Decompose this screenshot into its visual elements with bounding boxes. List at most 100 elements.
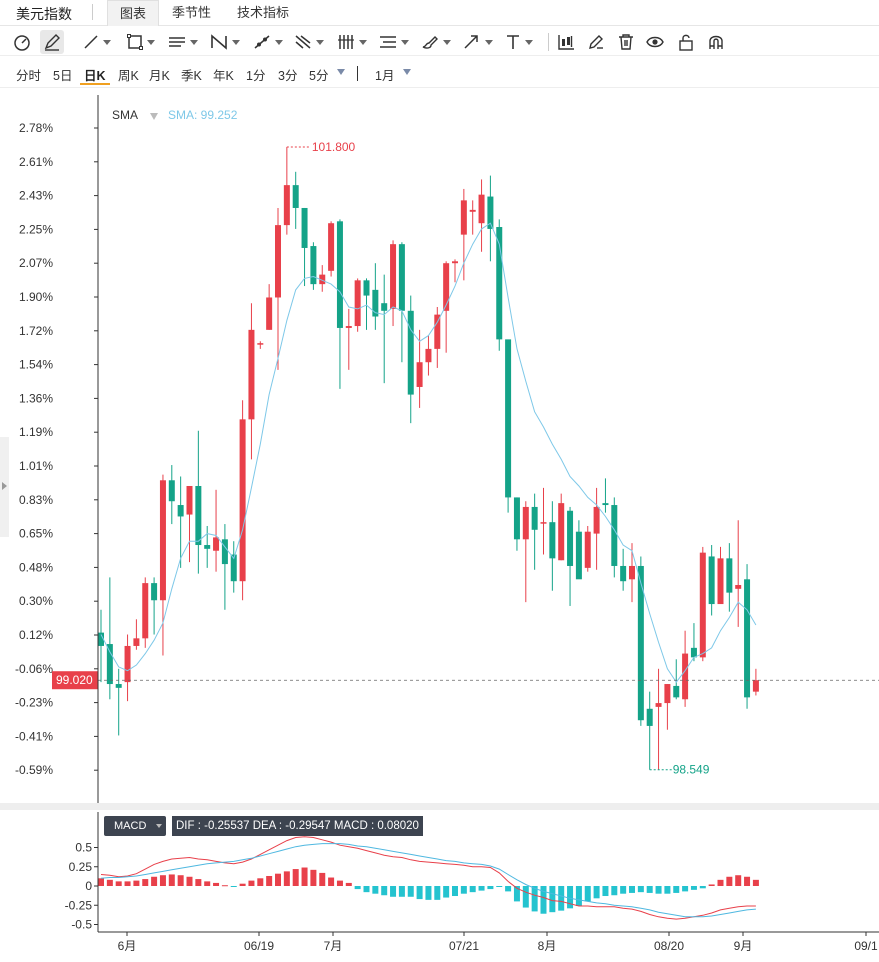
period-yearly[interactable]: 年K bbox=[213, 69, 234, 83]
pattern-icon[interactable] bbox=[209, 30, 240, 54]
y-tick-label: 1.72% bbox=[19, 324, 53, 338]
period-timeshare[interactable]: 分时 bbox=[16, 69, 42, 83]
pane-separator bbox=[0, 803, 879, 810]
macd-selector[interactable]: MACD bbox=[104, 816, 166, 836]
ray-icon[interactable] bbox=[252, 30, 283, 54]
macd-histogram-bar bbox=[584, 886, 591, 902]
text-icon[interactable] bbox=[504, 30, 533, 54]
candles-icon[interactable] bbox=[556, 30, 576, 54]
macd-histogram-bar bbox=[186, 876, 193, 886]
range-dropdown-icon[interactable] bbox=[403, 69, 411, 75]
speedometer-icon[interactable] bbox=[12, 30, 32, 54]
y-tick-label: 1.54% bbox=[19, 358, 53, 372]
y-tick-label: 0.83% bbox=[19, 493, 53, 507]
candle-body bbox=[726, 558, 733, 593]
period-monthly[interactable]: 月K bbox=[149, 69, 170, 83]
candle-body bbox=[390, 244, 397, 309]
vertical-lines-icon[interactable] bbox=[336, 30, 367, 54]
macd-histogram-bar bbox=[372, 886, 379, 894]
candle-body bbox=[487, 196, 494, 229]
candle-body bbox=[611, 505, 618, 566]
period-3min[interactable]: 3分 bbox=[278, 69, 298, 83]
candle-body bbox=[522, 506, 529, 540]
macd-histogram-bar bbox=[575, 886, 582, 907]
macd-histogram-bar bbox=[151, 876, 158, 886]
period-5day[interactable]: 5日 bbox=[53, 69, 73, 83]
tab-seasonality[interactable]: 季节性 bbox=[172, 5, 212, 20]
candle-body bbox=[752, 680, 759, 692]
macd-histogram-bar bbox=[434, 886, 441, 900]
pen-icon[interactable] bbox=[40, 30, 64, 54]
candle-body bbox=[124, 645, 131, 683]
expand-arrow-icon bbox=[2, 482, 7, 490]
macd-histogram-bar bbox=[460, 886, 467, 894]
active-period-indicator bbox=[80, 83, 110, 85]
macd-histogram-bar bbox=[319, 872, 326, 886]
period-quarterly[interactable]: 季K bbox=[181, 69, 202, 83]
arrow-icon[interactable] bbox=[462, 30, 493, 54]
macd-histogram-bar bbox=[115, 881, 122, 886]
range-select[interactable]: 1月 bbox=[375, 69, 395, 83]
candle-body bbox=[513, 497, 520, 540]
macd-histogram-bar bbox=[593, 886, 600, 899]
line-icon[interactable] bbox=[82, 30, 111, 54]
eye-icon[interactable] bbox=[645, 30, 665, 54]
macd-tick-label: 0.5 bbox=[75, 841, 92, 855]
macd-tick-label: 0.25 bbox=[69, 860, 93, 874]
macd-histogram-bar bbox=[204, 881, 211, 886]
macd-label: MACD bbox=[114, 820, 147, 832]
candle-body bbox=[416, 362, 423, 387]
y-tick-label: 1.19% bbox=[19, 425, 53, 439]
period-daily[interactable]: 日K bbox=[84, 69, 106, 83]
trash-icon[interactable] bbox=[616, 30, 636, 54]
candle-body bbox=[319, 274, 326, 285]
parallel-lines-icon[interactable] bbox=[167, 30, 198, 54]
y-tick-label: -0.59% bbox=[15, 763, 53, 777]
candle-body bbox=[381, 303, 388, 311]
rectangle-icon[interactable] bbox=[126, 30, 155, 54]
period-bar: 分时 5日 日K 周K 月K 季K 年K 1分 3分 5分 1月 bbox=[0, 58, 879, 88]
magnet-icon[interactable] bbox=[706, 30, 726, 54]
tab-chart[interactable]: 图表 bbox=[107, 0, 160, 26]
macd-histogram-bar bbox=[558, 886, 565, 911]
macd-histogram-bar bbox=[248, 880, 255, 886]
macd-tick-label: -0.25 bbox=[65, 898, 93, 912]
macd-histogram-bar bbox=[531, 886, 538, 912]
minute-dropdown-icon[interactable] bbox=[337, 69, 345, 75]
macd-histogram-bar bbox=[310, 869, 317, 886]
macd-histogram-bar bbox=[142, 879, 149, 886]
macd-histogram-bar bbox=[549, 886, 556, 913]
fork-icon[interactable] bbox=[293, 30, 324, 54]
candle-body bbox=[195, 485, 202, 546]
sma-dropdown-icon[interactable] bbox=[150, 113, 159, 121]
y-tick-label: 1.90% bbox=[19, 290, 53, 304]
candle-body bbox=[469, 209, 476, 212]
pencil-icon[interactable] bbox=[586, 30, 606, 54]
macd-histogram-bar bbox=[230, 886, 237, 887]
candle-body bbox=[328, 223, 335, 271]
macd-histogram-bar bbox=[239, 883, 246, 886]
candle-body bbox=[602, 503, 609, 506]
candle-body bbox=[629, 565, 635, 580]
candle-body bbox=[363, 280, 370, 296]
candle-body bbox=[230, 554, 237, 582]
candle-body bbox=[345, 326, 352, 328]
macd-histogram-bar bbox=[301, 867, 308, 886]
tab-technical-indicators[interactable]: 技术指标 bbox=[237, 5, 290, 20]
candle-body bbox=[310, 246, 317, 285]
period-1min[interactable]: 1分 bbox=[246, 69, 266, 83]
period-5min[interactable]: 5分 bbox=[309, 69, 329, 83]
y-tick-label: 2.43% bbox=[19, 189, 53, 203]
candle-body bbox=[159, 480, 166, 601]
sidebar-toggle[interactable] bbox=[0, 437, 9, 537]
period-weekly[interactable]: 周K bbox=[118, 69, 139, 83]
macd-histogram-bar bbox=[168, 874, 175, 886]
macd-histogram-bar bbox=[682, 886, 689, 892]
unlock-icon[interactable] bbox=[676, 30, 696, 54]
candle-body bbox=[106, 644, 113, 685]
macd-histogram-bar bbox=[213, 882, 220, 886]
fib-lines-icon[interactable] bbox=[378, 30, 409, 54]
brush-icon[interactable] bbox=[420, 30, 451, 54]
candle-body bbox=[744, 579, 751, 698]
